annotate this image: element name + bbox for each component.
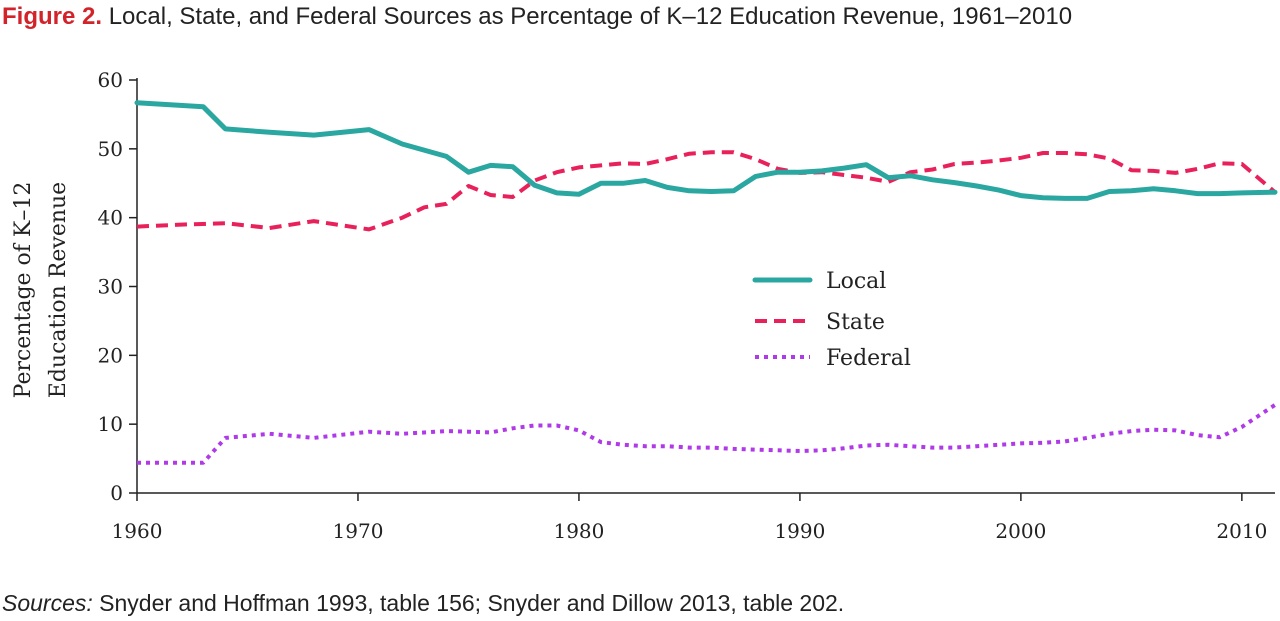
x-tick-label: 1960 <box>112 519 163 543</box>
series-line-federal <box>137 403 1277 465</box>
y-axis-label-line: Percentage of K–12 <box>11 182 36 399</box>
series-line-local <box>134 100 1278 201</box>
x-tick-label: 1970 <box>333 519 384 543</box>
y-tick-label: 50 <box>98 137 123 161</box>
figure-label: Figure 2. <box>2 3 103 30</box>
y-tick-label: 30 <box>98 275 123 299</box>
y-axis-label-line: Education Revenue <box>46 182 71 398</box>
sources-text: Snyder and Hoffman 1993, table 156; Snyd… <box>99 590 845 616</box>
y-tick-label: 60 <box>98 68 123 92</box>
legend-label-local: Local <box>826 269 886 294</box>
series-line-state <box>136 150 1277 232</box>
series-lines <box>134 100 1278 465</box>
x-tick-label: 2010 <box>1216 519 1267 543</box>
chart-legend: Local State Federal <box>752 269 911 371</box>
y-tick-label: 0 <box>110 481 123 505</box>
x-tick-label: 1980 <box>553 519 604 543</box>
figure-title: Figure 2. Local, State, and Federal Sour… <box>2 2 1280 32</box>
y-tick-label: 10 <box>98 412 123 436</box>
line-chart: Percentage of K–12 Education Revenue 0 10 2… <box>11 68 1278 543</box>
x-tick-label: 2000 <box>995 519 1046 543</box>
legend-label-federal: Federal <box>826 346 911 371</box>
y-tick-label: 20 <box>98 343 123 367</box>
legend-label-state: State <box>826 310 885 335</box>
chart-axes: 0 10 20 30 40 50 60 1960 1970 1980 1990 2000 2010 <box>98 68 1275 543</box>
sources-note: Sources: Snyder and Hoffman 1993, table … <box>2 588 1280 618</box>
sources-label: Sources: <box>2 590 93 616</box>
figure-title-text: Local, State, and Federal Sources as Per… <box>108 3 1073 30</box>
y-tick-label: 40 <box>98 206 123 230</box>
x-tick-label: 1990 <box>774 519 825 543</box>
y-axis-label: Percentage of K–12 Education Revenue <box>11 182 71 399</box>
